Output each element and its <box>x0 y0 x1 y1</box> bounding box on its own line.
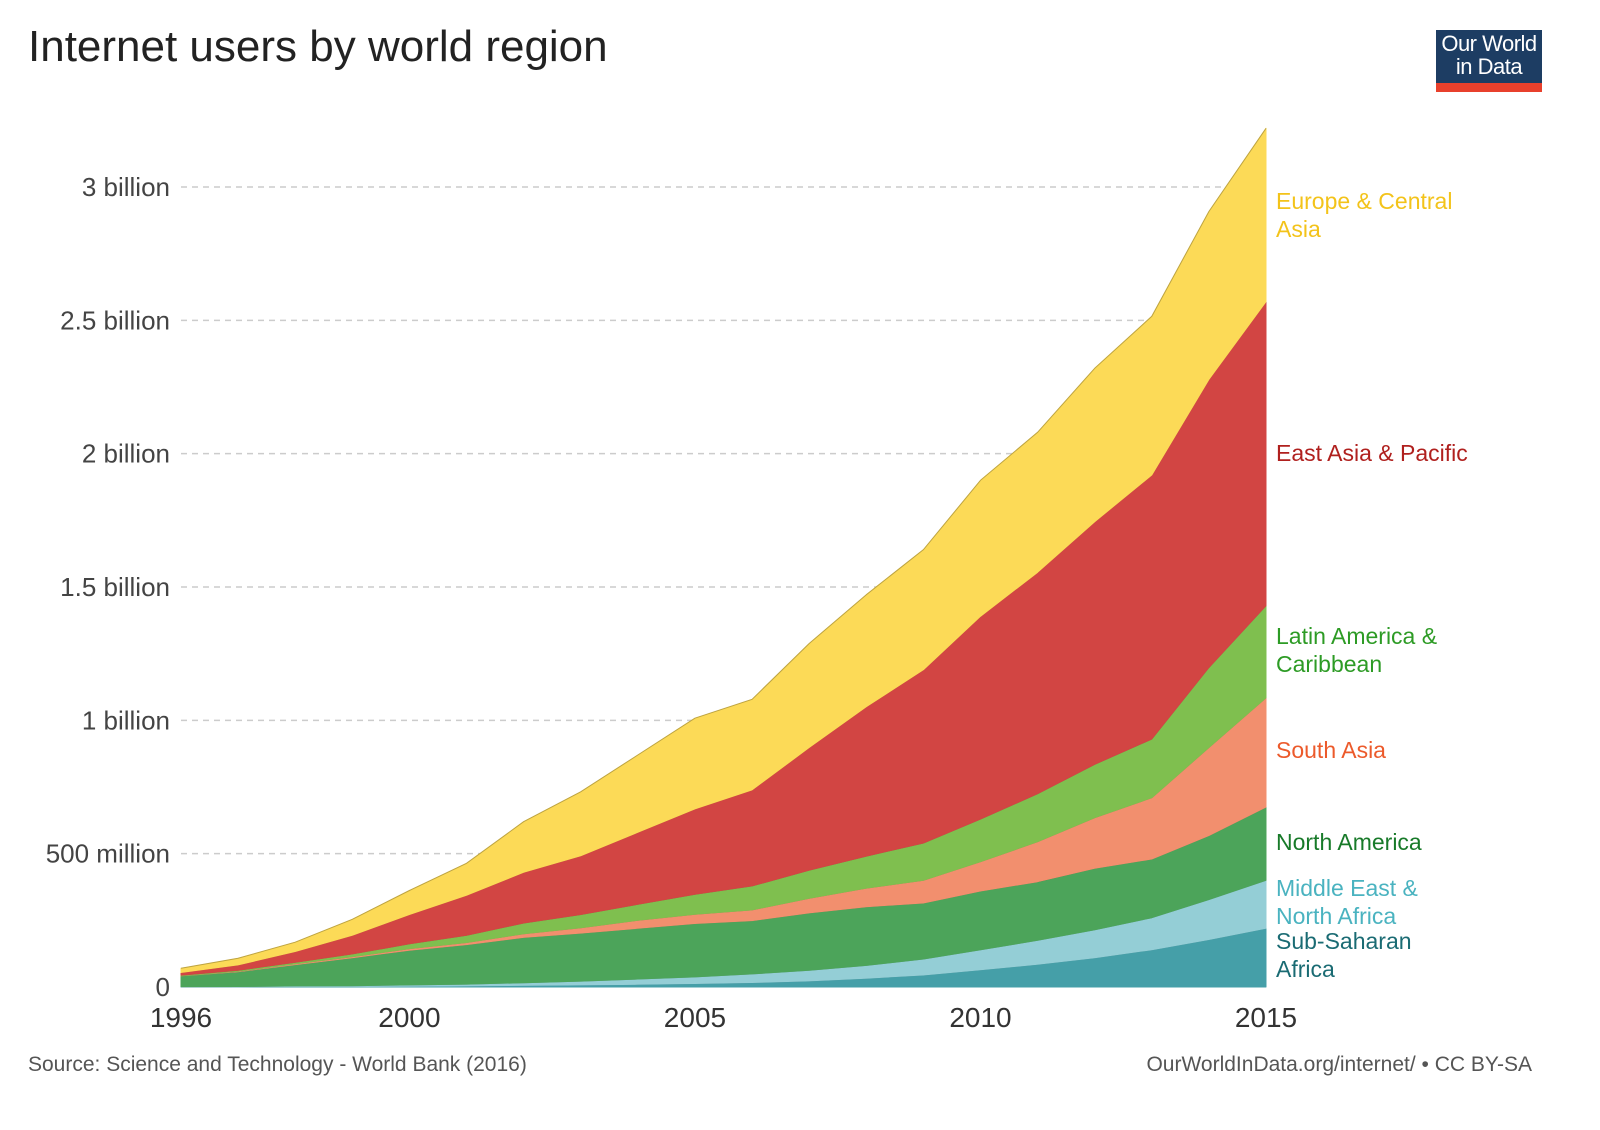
area-edge-europe-central-asia <box>180 128 1267 969</box>
owid-logo[interactable]: Our World in Data <box>1436 30 1542 92</box>
series-areas <box>180 127 1267 988</box>
y-axis-ticks: 0 500 million 1 billion 1.5 billion 2 billio… <box>46 172 170 1002</box>
series-label-line: North America <box>1276 829 1422 855</box>
series-label: Europe & Central Asia <box>1276 188 1452 242</box>
series-label-line: Europe & Central <box>1276 188 1452 214</box>
y-tick-label: 1.5 billion <box>60 572 170 602</box>
series-label: East Asia & Pacific <box>1276 440 1468 466</box>
x-tick-label: 1996 <box>150 1002 212 1033</box>
series-label-line: Asia <box>1276 216 1321 242</box>
y-tick-label: 0 <box>156 972 170 1002</box>
logo-text: Our World in Data <box>1441 31 1537 79</box>
x-tick-label: 2000 <box>378 1002 440 1033</box>
series-label: Middle East & North Africa <box>1276 875 1418 929</box>
series-label: Latin America & Caribbean <box>1276 623 1437 677</box>
series-label: South Asia <box>1276 737 1386 763</box>
x-tick-label: 2010 <box>949 1002 1011 1033</box>
x-axis-ticks: 1996 2000 2005 2010 2015 <box>150 1002 1297 1033</box>
series-label-line: Latin America & <box>1276 623 1437 649</box>
series-label-line: North Africa <box>1276 903 1396 929</box>
series-label-line: South Asia <box>1276 737 1386 763</box>
y-tick-label: 500 million <box>46 839 170 869</box>
series-label-line: East Asia & Pacific <box>1276 440 1468 466</box>
area-europe-central-asia <box>180 127 1267 973</box>
series-label: Sub-Saharan Africa <box>1276 928 1412 982</box>
series-label-line: Caribbean <box>1276 651 1382 677</box>
series-label-line: Africa <box>1276 956 1335 982</box>
series-label: North America <box>1276 829 1422 855</box>
x-tick-label: 2005 <box>664 1002 726 1033</box>
source-note: Source: Science and Technology - World B… <box>28 1053 527 1076</box>
license-link[interactable]: OurWorldInData.org/internet/ • CC BY-SA <box>1146 1053 1532 1076</box>
y-tick-label: 1 billion <box>82 705 170 735</box>
logo-accent-bar <box>1436 83 1542 92</box>
chart-title: Internet users by world region <box>28 22 608 71</box>
series-label-line: Middle East & <box>1276 875 1418 901</box>
y-tick-label: 2.5 billion <box>60 305 170 335</box>
y-tick-label: 3 billion <box>82 172 170 202</box>
series-label-line: Sub-Saharan <box>1276 928 1412 954</box>
x-tick-label: 2015 <box>1235 1002 1297 1033</box>
y-tick-label: 2 billion <box>82 439 170 469</box>
